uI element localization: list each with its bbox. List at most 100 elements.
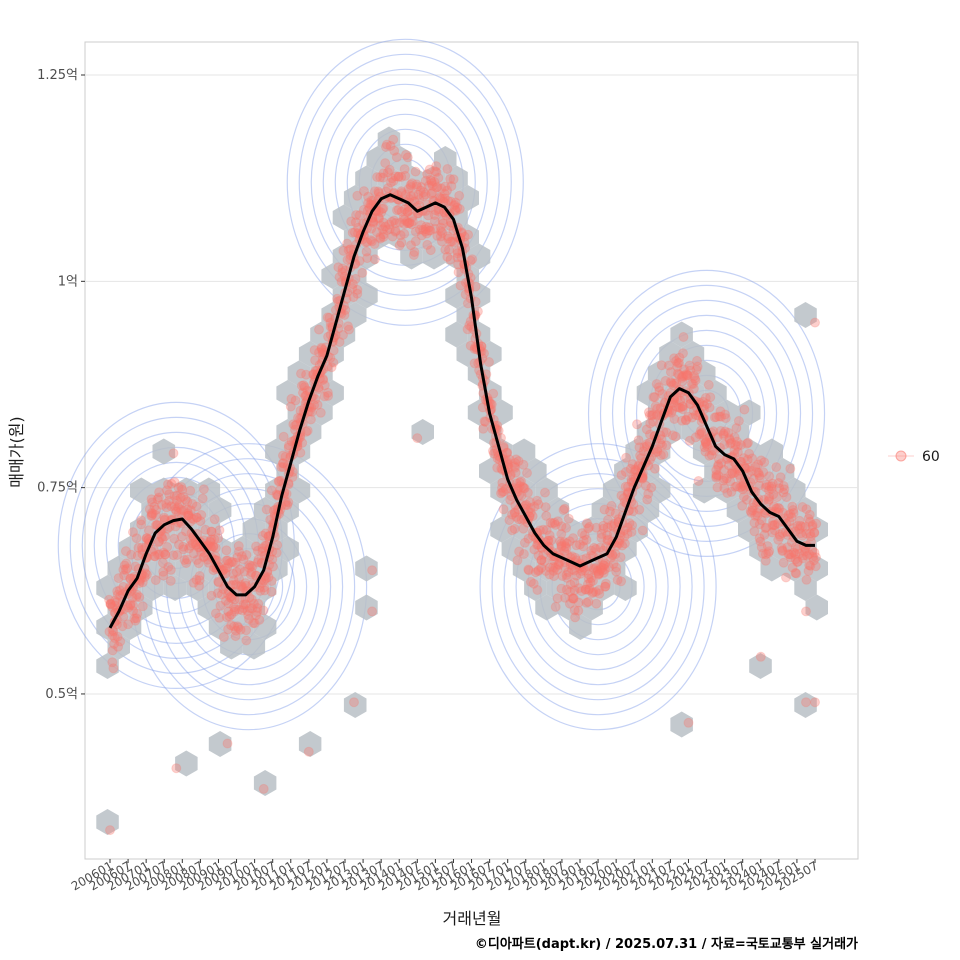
data-point bbox=[429, 210, 440, 220]
data-point bbox=[435, 222, 446, 233]
data-point bbox=[504, 454, 515, 465]
data-point bbox=[616, 470, 627, 481]
hexbin-cell bbox=[726, 419, 750, 445]
data-point bbox=[629, 466, 640, 477]
data-point bbox=[229, 621, 240, 632]
hexbin-cell bbox=[681, 341, 705, 367]
hexbin-cell bbox=[670, 360, 693, 387]
data-point bbox=[436, 183, 447, 194]
data-point bbox=[221, 555, 232, 566]
hexbin-cell bbox=[411, 224, 434, 250]
data-point bbox=[560, 541, 571, 552]
data-point bbox=[414, 194, 425, 205]
density-contour bbox=[623, 314, 790, 512]
data-point bbox=[399, 228, 410, 239]
data-point bbox=[152, 494, 163, 505]
data-point bbox=[375, 233, 386, 244]
data-point bbox=[608, 521, 619, 532]
hexbin-cell bbox=[175, 516, 198, 543]
hexbin-cell bbox=[783, 516, 806, 543]
data-point bbox=[538, 524, 549, 535]
data-point bbox=[606, 520, 617, 531]
data-point bbox=[141, 533, 152, 544]
data-point bbox=[296, 368, 306, 379]
hexbin-cell bbox=[208, 536, 232, 562]
data-point bbox=[324, 312, 335, 323]
hexbin-cell bbox=[636, 458, 660, 484]
data-point bbox=[514, 477, 525, 488]
data-point bbox=[658, 449, 669, 460]
data-point bbox=[153, 492, 164, 503]
hexbin-cell bbox=[321, 341, 344, 367]
data-point bbox=[511, 511, 522, 522]
data-point bbox=[177, 484, 188, 495]
data-point bbox=[257, 530, 268, 541]
hexbin-cell bbox=[479, 458, 502, 484]
data-point bbox=[175, 492, 186, 503]
data-point bbox=[567, 593, 578, 604]
data-point bbox=[525, 503, 536, 513]
data-point bbox=[375, 232, 386, 243]
hexbin-cell bbox=[670, 321, 693, 348]
data-point bbox=[206, 590, 217, 601]
data-point bbox=[443, 231, 453, 242]
hexbin-cell bbox=[197, 477, 221, 504]
data-point bbox=[583, 569, 594, 580]
data-point bbox=[265, 514, 276, 525]
hexbin-cell bbox=[512, 555, 536, 582]
data-point bbox=[810, 697, 820, 708]
data-point bbox=[597, 562, 608, 573]
data-point bbox=[352, 190, 363, 201]
data-point bbox=[600, 578, 611, 589]
data-point bbox=[594, 588, 605, 599]
data-point bbox=[218, 632, 229, 642]
data-point bbox=[198, 552, 209, 563]
data-point bbox=[394, 240, 405, 251]
data-point bbox=[247, 561, 258, 572]
hexbin-cell bbox=[276, 380, 299, 406]
data-point bbox=[453, 267, 464, 278]
data-point bbox=[525, 507, 536, 518]
data-point bbox=[656, 434, 667, 445]
data-point bbox=[567, 564, 578, 575]
data-point bbox=[352, 284, 363, 295]
data-point bbox=[212, 588, 223, 599]
data-point bbox=[505, 494, 516, 505]
hexbin-cell bbox=[163, 536, 187, 562]
hexbin-cell bbox=[569, 575, 592, 601]
data-point bbox=[306, 406, 317, 417]
data-point bbox=[249, 598, 259, 609]
data-point bbox=[110, 600, 120, 611]
data-point bbox=[343, 245, 354, 256]
data-point bbox=[229, 606, 240, 617]
data-point bbox=[801, 574, 812, 585]
data-point bbox=[596, 532, 607, 543]
data-point bbox=[809, 527, 820, 538]
data-point bbox=[448, 174, 459, 185]
data-point bbox=[348, 292, 359, 303]
data-point bbox=[600, 558, 611, 569]
data-point bbox=[404, 205, 415, 216]
data-point bbox=[334, 337, 345, 347]
data-point bbox=[573, 597, 584, 608]
data-point bbox=[437, 215, 448, 226]
data-point bbox=[140, 568, 151, 579]
data-point bbox=[645, 418, 656, 429]
hexbin-cell bbox=[310, 399, 333, 426]
data-point bbox=[609, 518, 620, 529]
hexbin-cell bbox=[512, 438, 536, 465]
data-point bbox=[396, 186, 407, 197]
data-point bbox=[345, 244, 356, 255]
data-point bbox=[107, 645, 118, 656]
data-point bbox=[588, 563, 599, 574]
data-point bbox=[626, 527, 637, 537]
data-point bbox=[593, 569, 604, 580]
data-point bbox=[646, 482, 657, 493]
data-point bbox=[195, 516, 206, 527]
data-point bbox=[510, 467, 521, 478]
data-point bbox=[373, 212, 384, 223]
hexbin-cell bbox=[557, 594, 581, 621]
data-point bbox=[452, 252, 463, 263]
data-point bbox=[661, 440, 672, 451]
